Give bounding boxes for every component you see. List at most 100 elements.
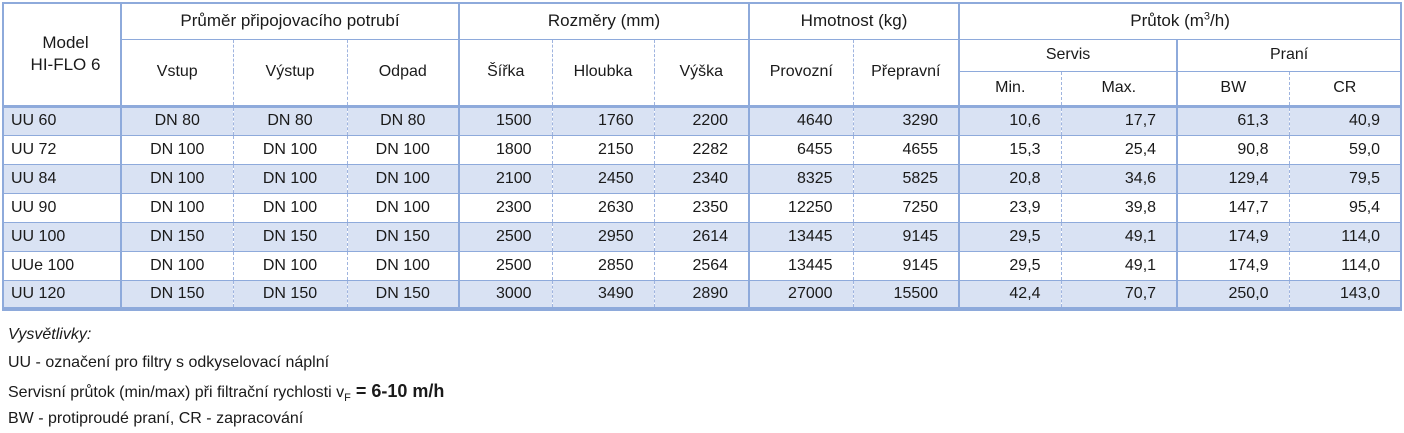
col-header-cr: CR [1288, 70, 1402, 106]
legend-service-value: = 6-10 m/h [350, 381, 445, 401]
cell-min: 20,8 [958, 163, 1062, 193]
cell-provozni: 12250 [748, 192, 854, 222]
cell-bw: 250,0 [1176, 279, 1290, 309]
cell-cr: 95,4 [1288, 192, 1402, 222]
cell-vyska: 2282 [653, 134, 750, 164]
cell-max: 49,1 [1060, 250, 1178, 280]
group-header-pipe: Průměr připojovacího potrubí [119, 3, 460, 39]
cell-prepravni: 3290 [852, 104, 960, 135]
cell-sirka: 3000 [458, 279, 553, 309]
cell-vstup: DN 100 [120, 134, 233, 164]
cell-hloubka: 2850 [551, 250, 655, 280]
hi-flo-spec-table: Model HI-FLO 6 Průměr připojovacího potr… [2, 2, 1403, 311]
cell-vystup: DN 100 [232, 192, 347, 222]
cell-provozni: 6455 [748, 134, 854, 164]
col-header-max: Max. [1060, 70, 1178, 106]
table-row-uu100: UU 100 DN 150 DN 150 DN 150 2500 2950 26… [3, 221, 1402, 251]
cell-vystup: DN 150 [232, 221, 347, 251]
flow-header-suffix: /h) [1210, 11, 1230, 31]
col-header-hloubka: Hloubka [551, 38, 655, 106]
cell-bw: 174,9 [1176, 250, 1290, 280]
cell-vstup: DN 150 [120, 279, 233, 309]
cell-odpad: DN 150 [346, 221, 460, 251]
cell-odpad: DN 150 [346, 279, 460, 309]
cell-min: 42,4 [958, 279, 1062, 309]
cell-max: 70,7 [1060, 279, 1178, 309]
col-header-min: Min. [958, 70, 1062, 106]
col-header-odpad: Odpad [346, 38, 460, 106]
cell-model: UUe 100 [3, 250, 121, 280]
cell-model: UU 90 [3, 192, 121, 222]
cell-bw: 147,7 [1176, 192, 1290, 222]
cell-prepravni: 4655 [852, 134, 960, 164]
header-row-sub1: Vstup Výstup Odpad Šířka Hloubka Výška P… [3, 38, 1402, 106]
cell-vystup: DN 100 [232, 163, 347, 193]
legend-line-service: Servisní průtok (min/max) při filtrační … [8, 377, 1402, 405]
col-header-provozni: Provozní [748, 38, 854, 106]
cell-model: UU 60 [3, 104, 121, 135]
cell-prepravni: 5825 [852, 163, 960, 193]
cell-sirka: 1500 [458, 104, 553, 135]
cell-vstup: DN 80 [120, 104, 233, 135]
cell-vstup: DN 150 [120, 221, 233, 251]
cell-odpad: DN 80 [346, 104, 460, 135]
table-row-uu84: UU 84 DN 100 DN 100 DN 100 2100 2450 234… [3, 163, 1402, 193]
cell-prepravni: 15500 [852, 279, 960, 309]
header-row-groups: Model HI-FLO 6 Průměr připojovacího potr… [3, 3, 1402, 74]
cell-cr: 40,9 [1288, 104, 1402, 135]
col-header-bw: BW [1176, 70, 1290, 106]
cell-max: 17,7 [1060, 104, 1178, 135]
cell-hloubka: 1760 [551, 104, 655, 135]
cell-hloubka: 2450 [551, 163, 655, 193]
cell-cr: 143,0 [1288, 279, 1402, 309]
cell-cr: 79,5 [1288, 163, 1402, 193]
cell-vystup: DN 100 [232, 250, 347, 280]
cell-vystup: DN 100 [232, 134, 347, 164]
cell-vyska: 2564 [653, 250, 750, 280]
cell-hloubka: 3490 [551, 279, 655, 309]
table-row-uu60: UU 60 DN 80 DN 80 DN 80 1500 1760 2200 4… [3, 104, 1402, 135]
group-header-dimensions: Rozměry (mm) [458, 3, 750, 39]
group-header-flow: Průtok (m3/h) [958, 3, 1402, 39]
cell-sirka: 2300 [458, 192, 553, 222]
cell-hloubka: 2630 [551, 192, 655, 222]
cell-prepravni: 9145 [852, 221, 960, 251]
cell-bw: 61,3 [1176, 104, 1290, 135]
cell-model: UU 120 [3, 279, 121, 309]
cell-vyska: 2340 [653, 163, 750, 193]
cell-vystup: DN 80 [232, 104, 347, 135]
flow-header-prefix: Průtok (m [1130, 11, 1204, 31]
cell-model: UU 84 [3, 163, 121, 193]
col-header-vystup: Výstup [232, 38, 347, 106]
cell-provozni: 13445 [748, 250, 854, 280]
model-header-cell: Model HI-FLO 6 [3, 3, 121, 106]
cell-odpad: DN 100 [346, 192, 460, 222]
legend-service-prefix: Servisní průtok (min/max) při filtrační … [8, 384, 345, 401]
table-row-uu90: UU 90 DN 100 DN 100 DN 100 2300 2630 235… [3, 192, 1402, 222]
legend-title: Vysvětlivky: [8, 326, 92, 343]
cell-sirka: 2500 [458, 221, 553, 251]
cell-odpad: DN 100 [346, 163, 460, 193]
cell-bw: 129,4 [1176, 163, 1290, 193]
cell-min: 10,6 [958, 104, 1062, 135]
col-header-sirka: Šířka [458, 38, 553, 106]
cell-sirka: 2100 [458, 163, 553, 193]
cell-hloubka: 2150 [551, 134, 655, 164]
legend-service-subscript: F [344, 392, 351, 405]
col-header-prepravni: Přepravní [852, 38, 960, 106]
cell-provozni: 27000 [748, 279, 854, 309]
cell-model: UU 72 [3, 134, 121, 164]
cell-cr: 59,0 [1288, 134, 1402, 164]
table-row-uu120: UU 120 DN 150 DN 150 DN 150 3000 3490 28… [3, 279, 1402, 309]
header-row-sub2: Min. Max. BW CR [3, 70, 1402, 106]
cell-vyska: 2614 [653, 221, 750, 251]
cell-min: 15,3 [958, 134, 1062, 164]
cell-vystup: DN 150 [232, 279, 347, 309]
col-header-vstup: Vstup [120, 38, 233, 106]
cell-model: UU 100 [3, 221, 121, 251]
cell-min: 23,9 [958, 192, 1062, 222]
cell-min: 29,5 [958, 250, 1062, 280]
table-row-uu72: UU 72 DN 100 DN 100 DN 100 1800 2150 228… [3, 134, 1402, 164]
cell-bw: 90,8 [1176, 134, 1290, 164]
